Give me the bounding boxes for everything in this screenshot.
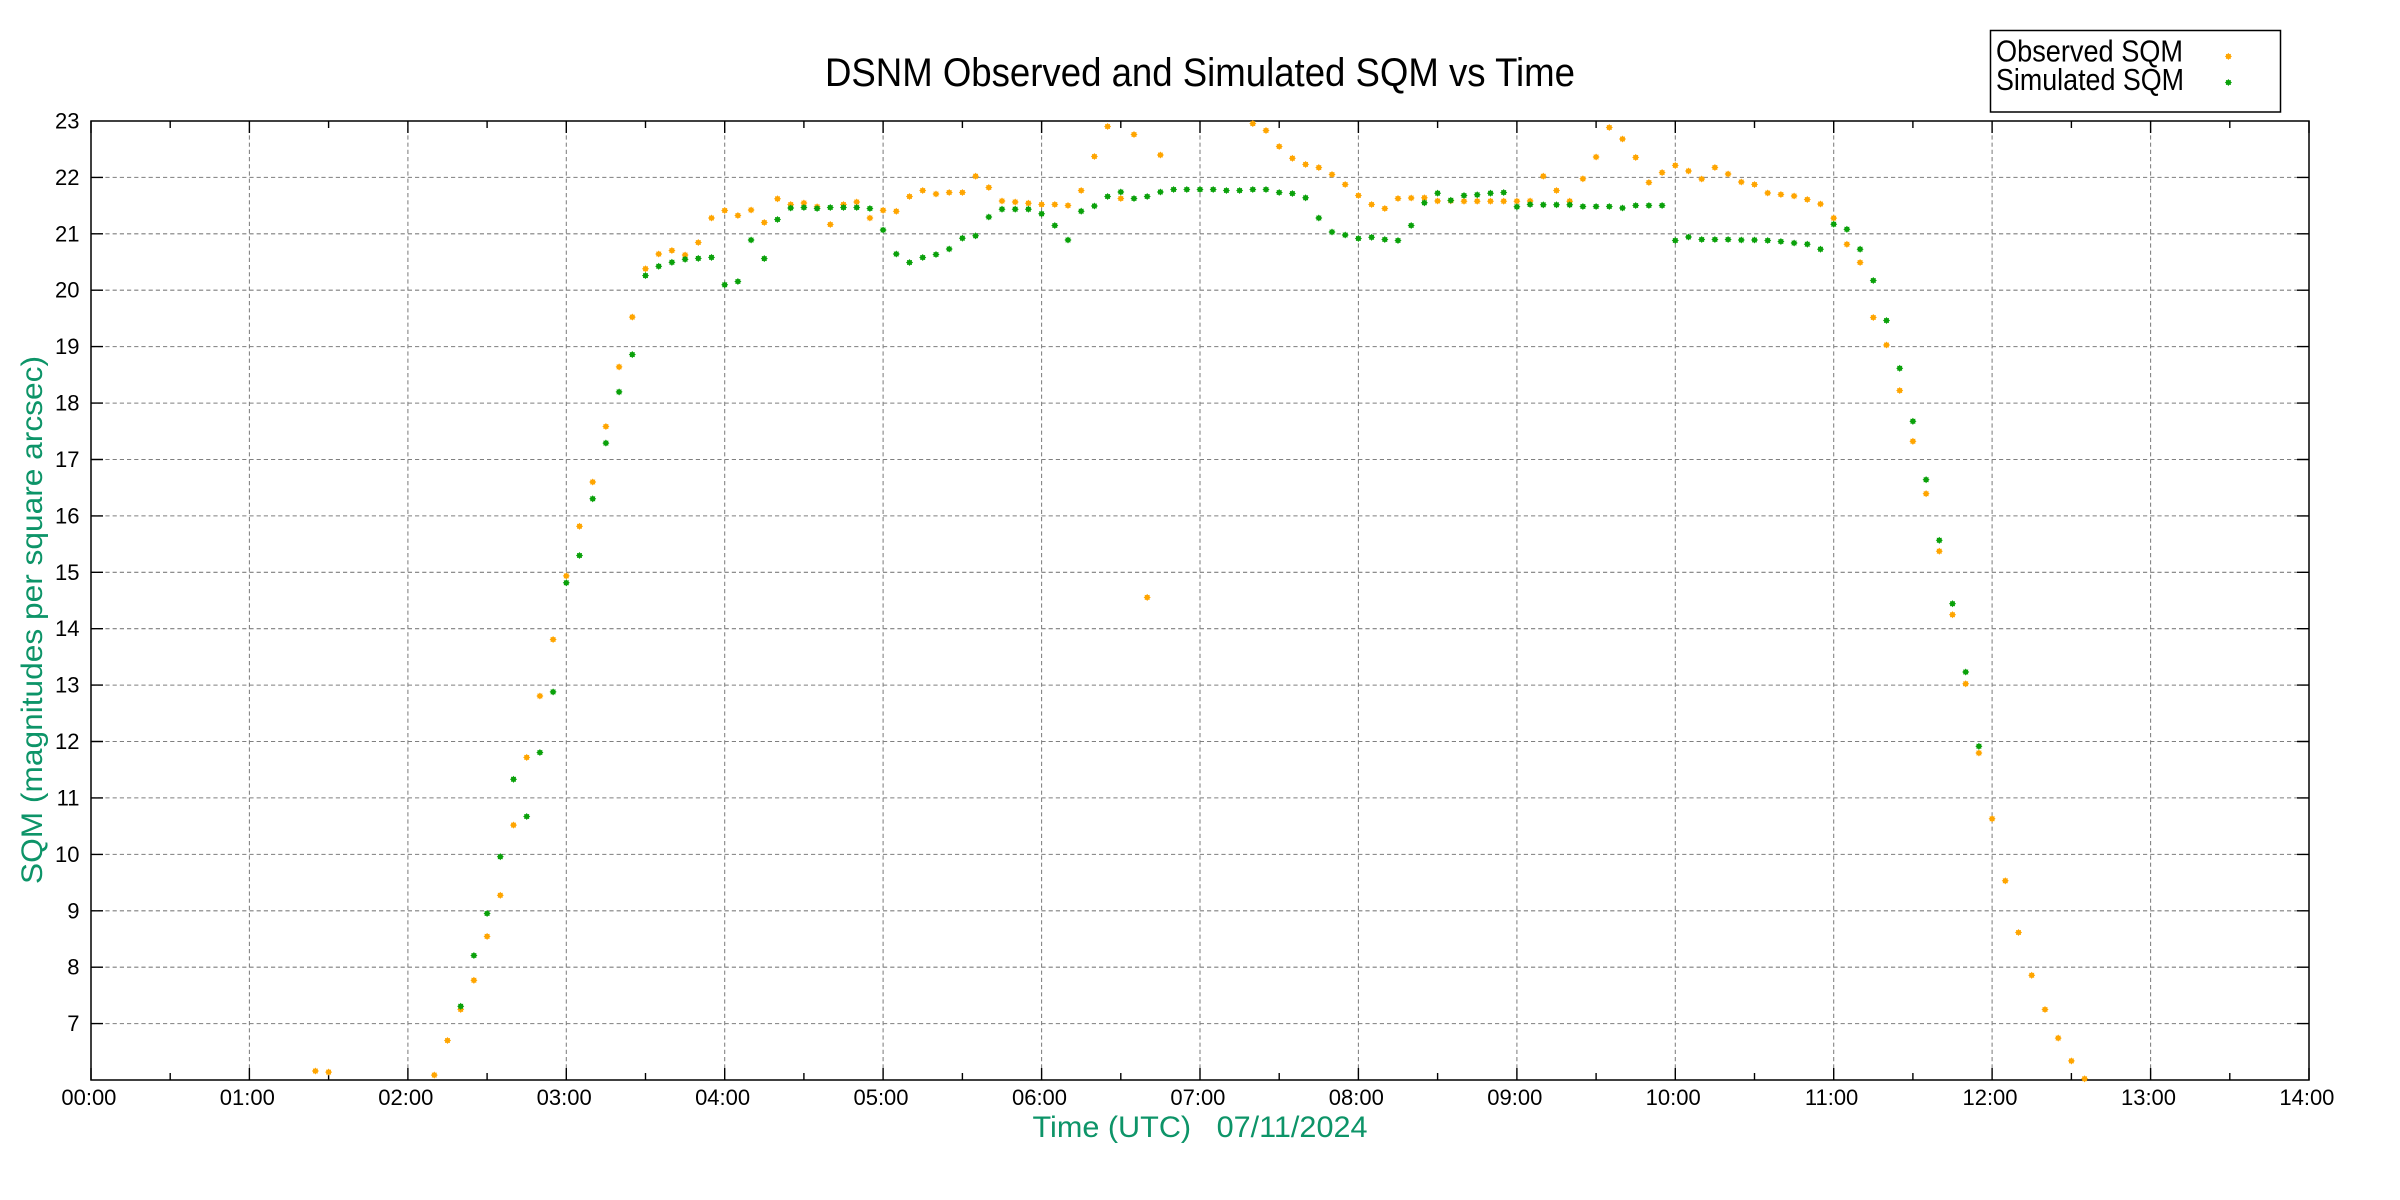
svg-text:06:00: 06:00 [1012,1085,1067,1110]
svg-text:20: 20 [55,278,79,303]
svg-text:11:00: 11:00 [1805,1085,1858,1110]
svg-text:13: 13 [55,673,79,698]
svg-text:08:00: 08:00 [1329,1085,1384,1110]
svg-text:15: 15 [55,560,79,585]
svg-text:10:00: 10:00 [1646,1085,1701,1110]
svg-text:07:00: 07:00 [1170,1085,1225,1110]
svg-text:18: 18 [55,391,79,416]
svg-text:Simulated SQM: Simulated SQM [1996,62,2184,97]
svg-text:02:00: 02:00 [378,1085,433,1110]
svg-text:DSNM Observed and Simulated SQ: DSNM Observed and Simulated SQM vs Time [825,51,1575,95]
svg-text:14:00: 14:00 [2279,1085,2334,1110]
svg-text:Time (UTC) 07/11/2024: Time (UTC) 07/11/2024 [1033,1111,1368,1144]
svg-text:19: 19 [55,334,79,359]
svg-text:04:00: 04:00 [695,1085,750,1110]
svg-text:12: 12 [55,729,79,754]
svg-text:14: 14 [55,616,79,641]
svg-text:21: 21 [55,221,79,246]
svg-text:11: 11 [57,785,80,810]
svg-text:12:00: 12:00 [1962,1085,2017,1110]
svg-text:SQM (magnitudes per square arc: SQM (magnitudes per square arcsec) [16,356,49,884]
svg-text:9: 9 [67,898,79,923]
svg-text:Observed SQM: Observed SQM [1996,34,2183,69]
svg-text:16: 16 [55,503,79,528]
svg-text:23: 23 [55,109,79,134]
svg-text:10: 10 [55,842,79,867]
svg-text:09:00: 09:00 [1487,1085,1542,1110]
svg-text:22: 22 [55,165,79,190]
svg-text:13:00: 13:00 [2121,1085,2176,1110]
svg-text:05:00: 05:00 [853,1085,908,1110]
svg-text:01:00: 01:00 [220,1085,275,1110]
svg-text:7: 7 [67,1011,79,1036]
svg-text:03:00: 03:00 [537,1085,592,1110]
svg-text:00:00: 00:00 [61,1085,116,1110]
svg-text:8: 8 [67,955,79,980]
svg-text:17: 17 [55,447,79,472]
